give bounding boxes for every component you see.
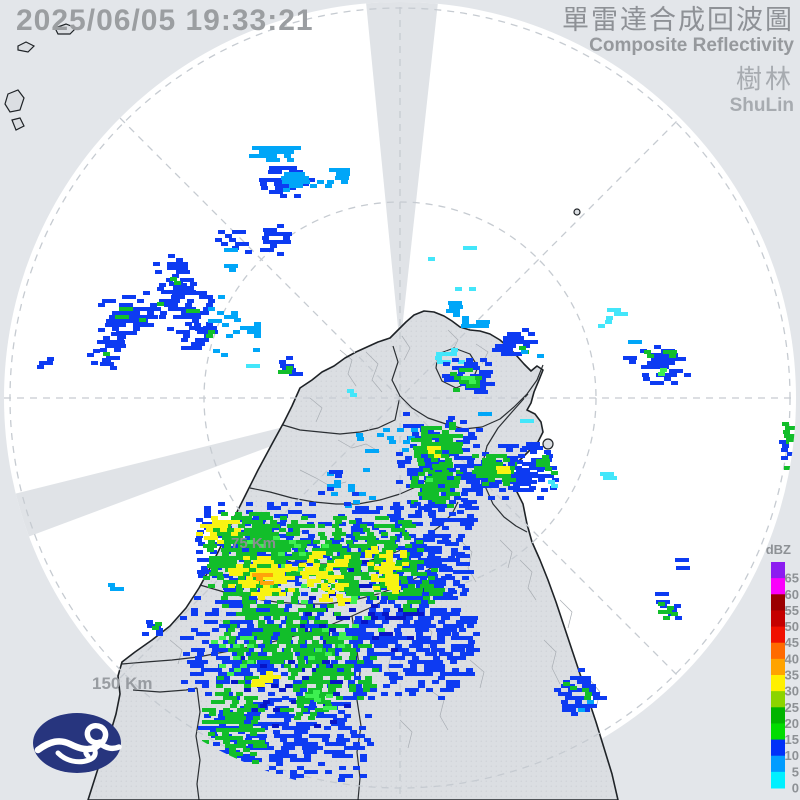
legend-band-50-55 xyxy=(771,610,785,628)
legend-band-15-20 xyxy=(771,723,785,741)
legend-band-20-25 xyxy=(771,707,785,724)
legend-tick-35: 35 xyxy=(785,668,799,683)
cwb-logo xyxy=(33,713,122,773)
legend-band-40-45 xyxy=(771,642,785,660)
legend-tick-10: 10 xyxy=(785,748,799,763)
range-label-150km: 150 Km xyxy=(92,674,152,693)
range-label-75km: 75 Km xyxy=(231,535,276,552)
legend-tick-60: 60 xyxy=(785,587,799,602)
legend-tick-0: 0 xyxy=(792,781,799,796)
offshore-islands xyxy=(4,23,581,450)
guishan-island xyxy=(542,438,554,450)
dbz-unit-label: dBZ xyxy=(766,542,791,557)
legend-band-10-15 xyxy=(771,739,785,757)
legend-tick-50: 50 xyxy=(785,619,799,634)
reflectivity-echo-layer xyxy=(37,146,796,782)
legend-tick-15: 15 xyxy=(785,732,799,747)
legend-band-30-35 xyxy=(771,675,785,692)
legend-band-60-65 xyxy=(771,578,785,595)
legend-tick-5: 5 xyxy=(792,764,799,779)
legend-band-45-50 xyxy=(771,626,785,644)
legend-tick-45: 45 xyxy=(785,635,799,650)
legend-band-65+ xyxy=(771,562,785,579)
legend-tick-55: 55 xyxy=(785,603,799,618)
legend-band-55-60 xyxy=(771,594,785,611)
legend-band-5-10 xyxy=(771,755,785,773)
legend-band-35-40 xyxy=(771,658,785,676)
legend-tick-65: 65 xyxy=(785,571,799,586)
pengjia-islet xyxy=(573,208,581,216)
legend-tick-30: 30 xyxy=(785,684,799,699)
cwb-logo-wave xyxy=(34,723,122,765)
legend-band-25-30 xyxy=(771,691,785,708)
north-blockage-wedge xyxy=(366,2,438,348)
legend-tick-25: 25 xyxy=(785,700,799,715)
legend-band-0-5 xyxy=(771,771,785,789)
legend-tick-20: 20 xyxy=(785,716,799,731)
legend-tick-40: 40 xyxy=(785,651,799,666)
